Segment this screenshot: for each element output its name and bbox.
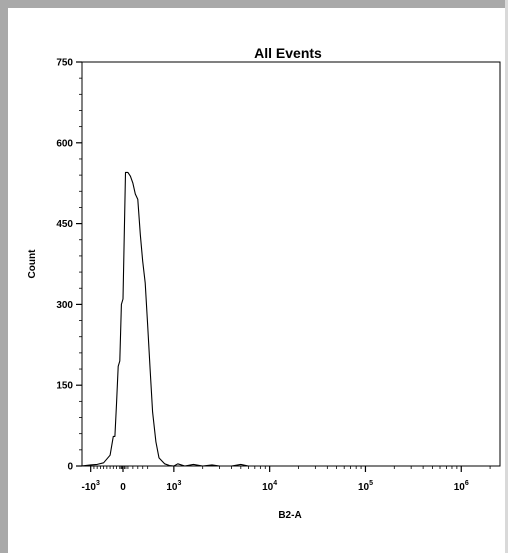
x-tick-label: 0 — [120, 482, 126, 493]
window-left-border — [0, 0, 8, 553]
plot-frame — [81, 61, 501, 467]
x-tick-label: 104 — [262, 480, 277, 493]
y-axis-label: Count — [27, 249, 38, 279]
y-tick-label: 150 — [56, 381, 73, 392]
histogram-series-line — [80, 171, 491, 467]
y-tick-label: 450 — [56, 219, 73, 230]
x-tick-label: -103 — [82, 480, 100, 493]
x-tick-label: 106 — [454, 480, 469, 493]
y-tick-label: 600 — [56, 138, 73, 149]
x-tick-label: 105 — [358, 480, 373, 493]
window-top-border — [0, 0, 508, 8]
series-layer — [80, 171, 491, 467]
y-tick-label: 0 — [67, 462, 73, 473]
chart-title: All Events — [254, 45, 322, 61]
x-tick-label: 103 — [166, 480, 181, 493]
y-tick-label: 750 — [56, 58, 73, 69]
x-axis-label: B2-A — [278, 510, 301, 521]
y-axis: 0 150 300 450 600 750 — [56, 58, 82, 473]
y-tick-label: 300 — [56, 300, 73, 311]
x-axis: -103 0 103 104 105 106 — [82, 466, 491, 493]
window-right-border — [505, 0, 508, 553]
